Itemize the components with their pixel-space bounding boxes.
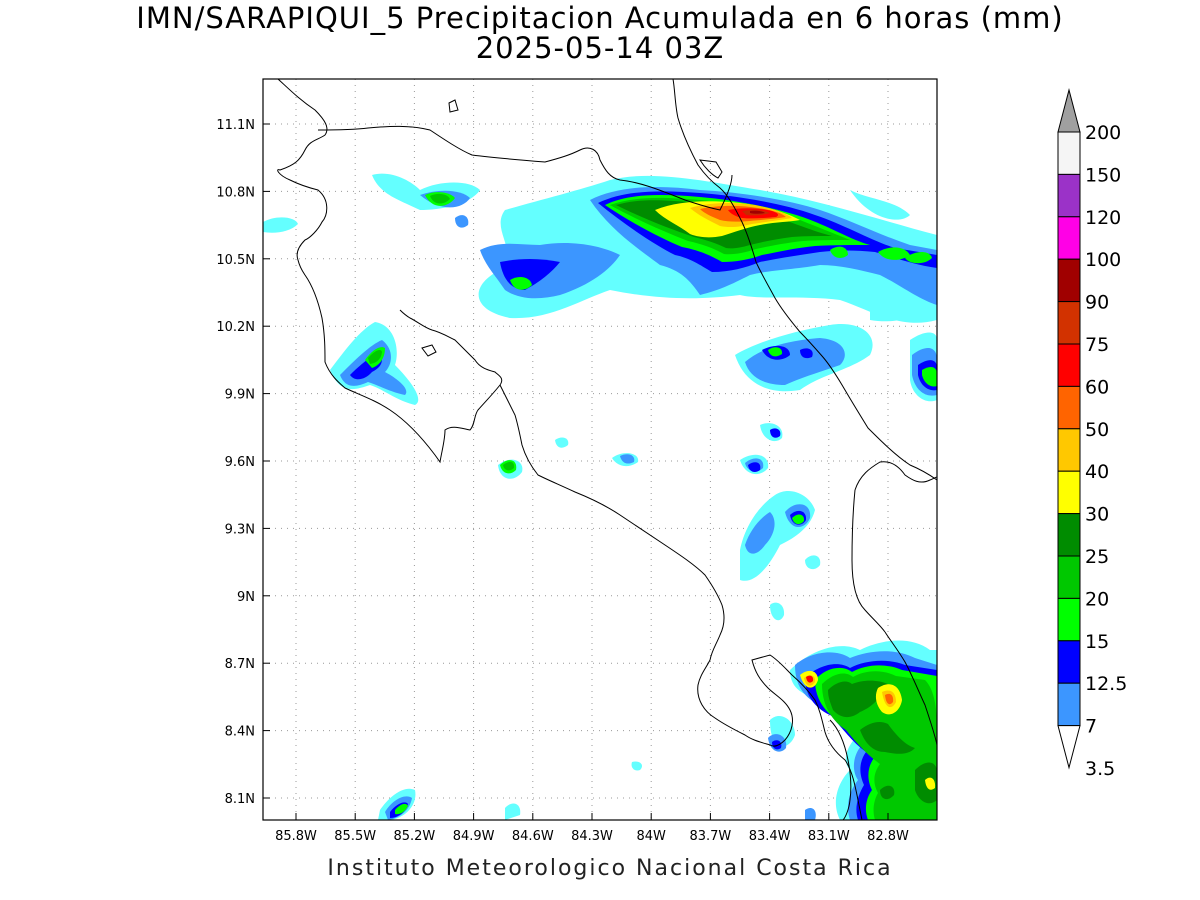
colorbar-label: 40 [1085, 461, 1109, 483]
lat-tick-label: 10.8N [216, 185, 255, 200]
colorbar-label: 60 [1085, 376, 1109, 398]
colorbar-label: 150 [1085, 164, 1121, 186]
colorbar-swatch [1057, 428, 1081, 472]
lon-tick-label: 83.7W [689, 829, 731, 844]
lon-tick-label: 84.9W [453, 829, 495, 844]
colorbar-label: 50 [1085, 419, 1109, 441]
credit-text: Instituto Meteorologico Nacional Costa R… [327, 856, 893, 881]
colorbar-label: 200 [1085, 122, 1121, 144]
lon-tick-label: 84.6W [512, 829, 554, 844]
lon-tick-label: 85.5W [334, 829, 376, 844]
colorbar-swatch [1057, 131, 1081, 175]
lon-tick-label: 82.8W [867, 829, 909, 844]
colorbar-swatch [1057, 216, 1081, 260]
lat-tick-label: 10.5N [216, 253, 255, 268]
colorbar-swatch [1057, 343, 1081, 387]
colorbar-swatch [1057, 385, 1081, 430]
colorbar-swatch [1057, 173, 1081, 218]
precipitation-field [263, 173, 937, 820]
lat-tick-label: 9.3N [225, 522, 255, 537]
precip-level-90 [750, 210, 765, 214]
colorbar-label: 15 [1085, 631, 1109, 653]
colorbar-label: 120 [1085, 207, 1121, 229]
lon-tick-label: 84.3W [571, 829, 613, 844]
colorbar-label: 7 [1085, 716, 1097, 738]
chart-subtitle-datetime: 2025-05-14 03Z [475, 31, 725, 65]
longitude-ticks: 85.8W 85.5W 85.2W 84.9W 84.6W 84.3W 84W 83.7W 83… [275, 813, 909, 844]
lon-tick-label: 84W [636, 829, 666, 844]
lat-tick-label: 8.7N [225, 657, 255, 672]
colorbar-swatch [1057, 513, 1081, 557]
lat-tick-label: 11.1N [216, 118, 255, 133]
colorbar-swatch [1057, 597, 1081, 642]
lat-tick-label: 8.4N [225, 725, 255, 740]
lat-tick-label: 9.6N [225, 455, 255, 470]
lat-tick-label: 9N [237, 590, 255, 605]
chart-title: IMN/SARAPIQUI_5 Precipitacion Acumulada … [136, 1, 1064, 35]
colorbar-swatch [1057, 555, 1081, 599]
lat-tick-label: 10.2N [216, 320, 255, 335]
colorbar-swatch [1057, 682, 1081, 727]
colorbar-min-triangle [1057, 725, 1081, 770]
colorbar-label: 75 [1085, 334, 1109, 356]
colorbar-swatch [1057, 258, 1081, 303]
lon-tick-label: 85.8W [275, 829, 317, 844]
colorbar-swatch [1057, 301, 1081, 345]
lon-tick-label: 83.4W [749, 829, 791, 844]
colorbar-label: 25 [1085, 546, 1109, 568]
colorbar: 200 150 120 100 90 75 60 50 40 30 25 20 15 12.5 7 3.5 [1057, 88, 1127, 780]
map-frame [262, 78, 938, 821]
colorbar-swatch [1057, 470, 1081, 515]
latitude-ticks: 11.1N 10.8N 10.5N 10.2N 9.9N 9.6N 9.3N 9N 8.7N 8.… [216, 118, 270, 807]
lon-tick-label: 83.1W [808, 829, 850, 844]
lat-tick-label: 8.1N [225, 792, 255, 807]
colorbar-swatch [1057, 640, 1081, 684]
colorbar-label: 20 [1085, 588, 1109, 610]
colorbar-label: 100 [1085, 249, 1121, 271]
lat-tick-label: 9.9N [225, 388, 255, 403]
colorbar-max-triangle [1057, 88, 1081, 133]
coastlines [277, 79, 937, 820]
colorbar-label: 30 [1085, 504, 1109, 526]
lon-tick-label: 85.2W [393, 829, 435, 844]
colorbar-label: 3.5 [1085, 758, 1115, 780]
colorbar-label: 12.5 [1085, 673, 1127, 695]
colorbar-label: 90 [1085, 292, 1109, 314]
